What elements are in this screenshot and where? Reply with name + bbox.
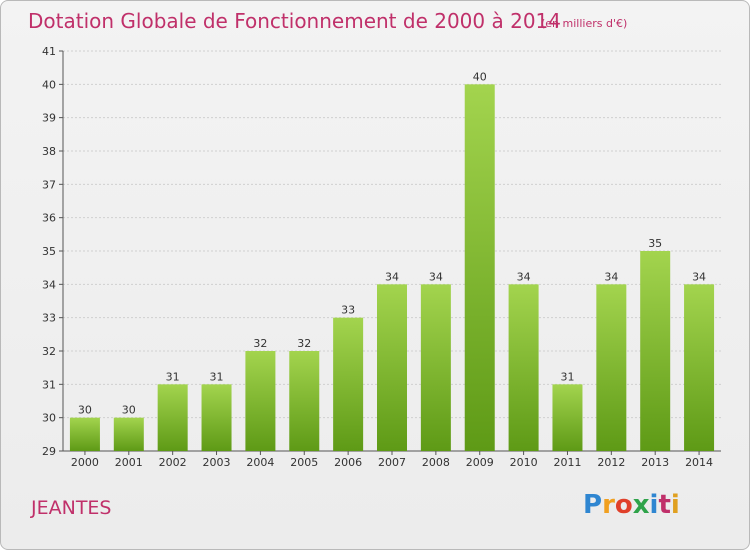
- y-tick-label: 36: [42, 212, 56, 225]
- bars: [69, 84, 715, 451]
- chart-subtitle: (en milliers d'€): [541, 17, 628, 30]
- bar: [684, 284, 715, 451]
- commune-name: JEANTES: [31, 497, 112, 519]
- bar-value-label: 31: [560, 370, 574, 383]
- bar-value-label: 34: [692, 270, 706, 283]
- bar-value-label: 35: [648, 237, 662, 250]
- y-tick-label: 33: [42, 312, 56, 325]
- bar-value-label: 34: [604, 270, 618, 283]
- bar: [289, 351, 320, 451]
- bar: [69, 417, 100, 451]
- bar: [420, 284, 451, 451]
- logo-letter: t: [658, 490, 671, 520]
- y-tick-label: 39: [42, 112, 56, 125]
- bar-value-label: 32: [253, 337, 267, 350]
- bar-value-label: 40: [473, 70, 487, 83]
- logo-letter: P: [583, 490, 603, 520]
- x-tick-label: 2008: [422, 456, 450, 469]
- bar-value-label: 32: [297, 337, 311, 350]
- bar-value-label: 34: [385, 270, 399, 283]
- bar-value-label: 33: [341, 304, 355, 317]
- x-tick-label: 2009: [466, 456, 494, 469]
- x-tick-label: 2010: [510, 456, 538, 469]
- bar-value-label: 31: [210, 370, 224, 383]
- y-tick-label: 41: [42, 45, 56, 58]
- bar: [201, 384, 232, 451]
- y-tick-label: 37: [42, 178, 56, 191]
- y-tick-label: 40: [42, 78, 56, 91]
- bar: [552, 384, 583, 451]
- chart-title: Dotation Globale de Fonctionnement de 20…: [28, 9, 561, 33]
- bar-value-label: 30: [78, 404, 92, 417]
- x-tick-label: 2005: [290, 456, 318, 469]
- y-tick-label: 38: [42, 145, 56, 158]
- bar: [640, 251, 671, 451]
- x-tick-label: 2000: [71, 456, 99, 469]
- bar: [113, 417, 144, 451]
- x-tick-label: 2011: [553, 456, 581, 469]
- logo-letter: o: [614, 490, 633, 520]
- logo-letter: i: [649, 490, 659, 520]
- bar: [333, 317, 364, 451]
- bar-value-label: 34: [517, 270, 531, 283]
- bar: [377, 284, 407, 451]
- bar: [464, 84, 495, 451]
- x-tick-label: 2003: [203, 456, 231, 469]
- bar-value-label: 30: [122, 404, 136, 417]
- x-tick-label: 2007: [378, 456, 406, 469]
- x-tick-label: 2004: [246, 456, 274, 469]
- x-tick-label: 2001: [115, 456, 143, 469]
- x-tick-label: 2012: [597, 456, 625, 469]
- y-tick-label: 31: [42, 378, 56, 391]
- bar: [157, 384, 188, 451]
- bar: [245, 351, 276, 451]
- logo-letter: i: [670, 490, 680, 520]
- y-tick-label: 30: [42, 412, 56, 425]
- y-tick-label: 29: [42, 445, 56, 458]
- x-tick-label: 2014: [685, 456, 713, 469]
- proxiti-logo[interactable]: Proxiti: [583, 490, 680, 520]
- x-tick-label: 2013: [641, 456, 669, 469]
- bar-value-label: 34: [429, 270, 443, 283]
- logo-letter: r: [602, 490, 615, 520]
- bar: [508, 284, 539, 451]
- y-tick-label: 35: [42, 245, 56, 258]
- bar-value-label: 31: [166, 370, 180, 383]
- logo-letter: x: [632, 490, 650, 520]
- labels: 29 30 31 32 33 34 35 36 37 38 39 40 41 30 2000 30 2001 31…: [42, 45, 713, 469]
- y-tick-label: 34: [42, 278, 56, 291]
- x-tick-label: 2002: [159, 456, 187, 469]
- x-tick-label: 2006: [334, 456, 362, 469]
- bar: [596, 284, 627, 451]
- y-tick-label: 32: [42, 345, 56, 358]
